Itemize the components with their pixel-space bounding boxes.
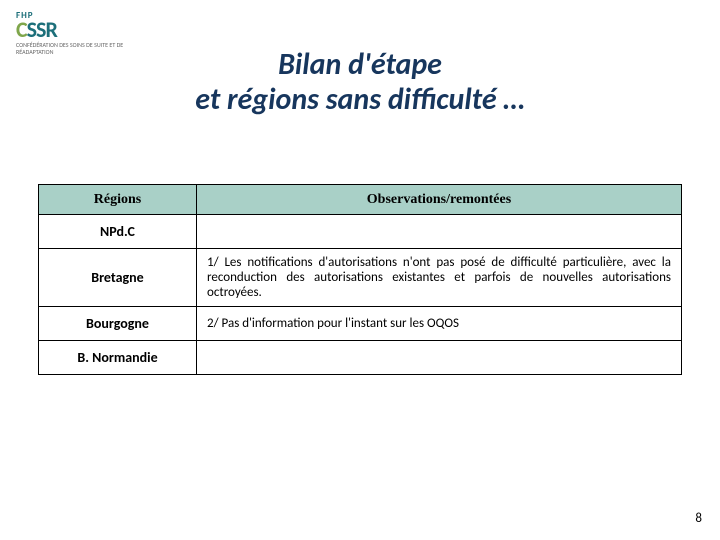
- main-table: Régions Observations/remontées NPd.C Bre…: [38, 184, 682, 375]
- header-observations: Observations/remontées: [197, 185, 682, 215]
- slide-title: Bilan d'étape et régions sans difficulté…: [0, 48, 720, 117]
- table-row: Bretagne 1/ Les notifications d'autorisa…: [39, 249, 682, 307]
- page-number: 8: [695, 511, 702, 526]
- obs-cell-bourgogne: 2/ Pas d'information pour l'instant sur …: [197, 307, 682, 341]
- table-row: NPd.C: [39, 215, 682, 249]
- table-row: B. Normandie: [39, 341, 682, 375]
- region-cell-bnormandie: B. Normandie: [39, 341, 197, 375]
- logo-cssr-text: CSSR: [16, 19, 126, 41]
- title-line-2: et régions sans difficulté …: [0, 83, 720, 118]
- table-header-row: Régions Observations/remontées: [39, 185, 682, 215]
- table-row: Bourgogne 2/ Pas d'information pour l'in…: [39, 307, 682, 341]
- region-cell-bourgogne: Bourgogne: [39, 307, 197, 341]
- region-cell-bretagne: Bretagne: [39, 249, 197, 307]
- logo-ssr-letters: SSR: [27, 16, 57, 43]
- obs-cell-npdc: [197, 215, 682, 249]
- title-line-1: Bilan d'étape: [0, 48, 720, 83]
- logo-c-letter: C: [16, 16, 27, 43]
- obs-cell-bnormandie: [197, 341, 682, 375]
- obs-cell-bretagne: 1/ Les notifications d'autorisations n'o…: [197, 249, 682, 307]
- header-regions: Régions: [39, 185, 197, 215]
- region-cell-npdc: NPd.C: [39, 215, 197, 249]
